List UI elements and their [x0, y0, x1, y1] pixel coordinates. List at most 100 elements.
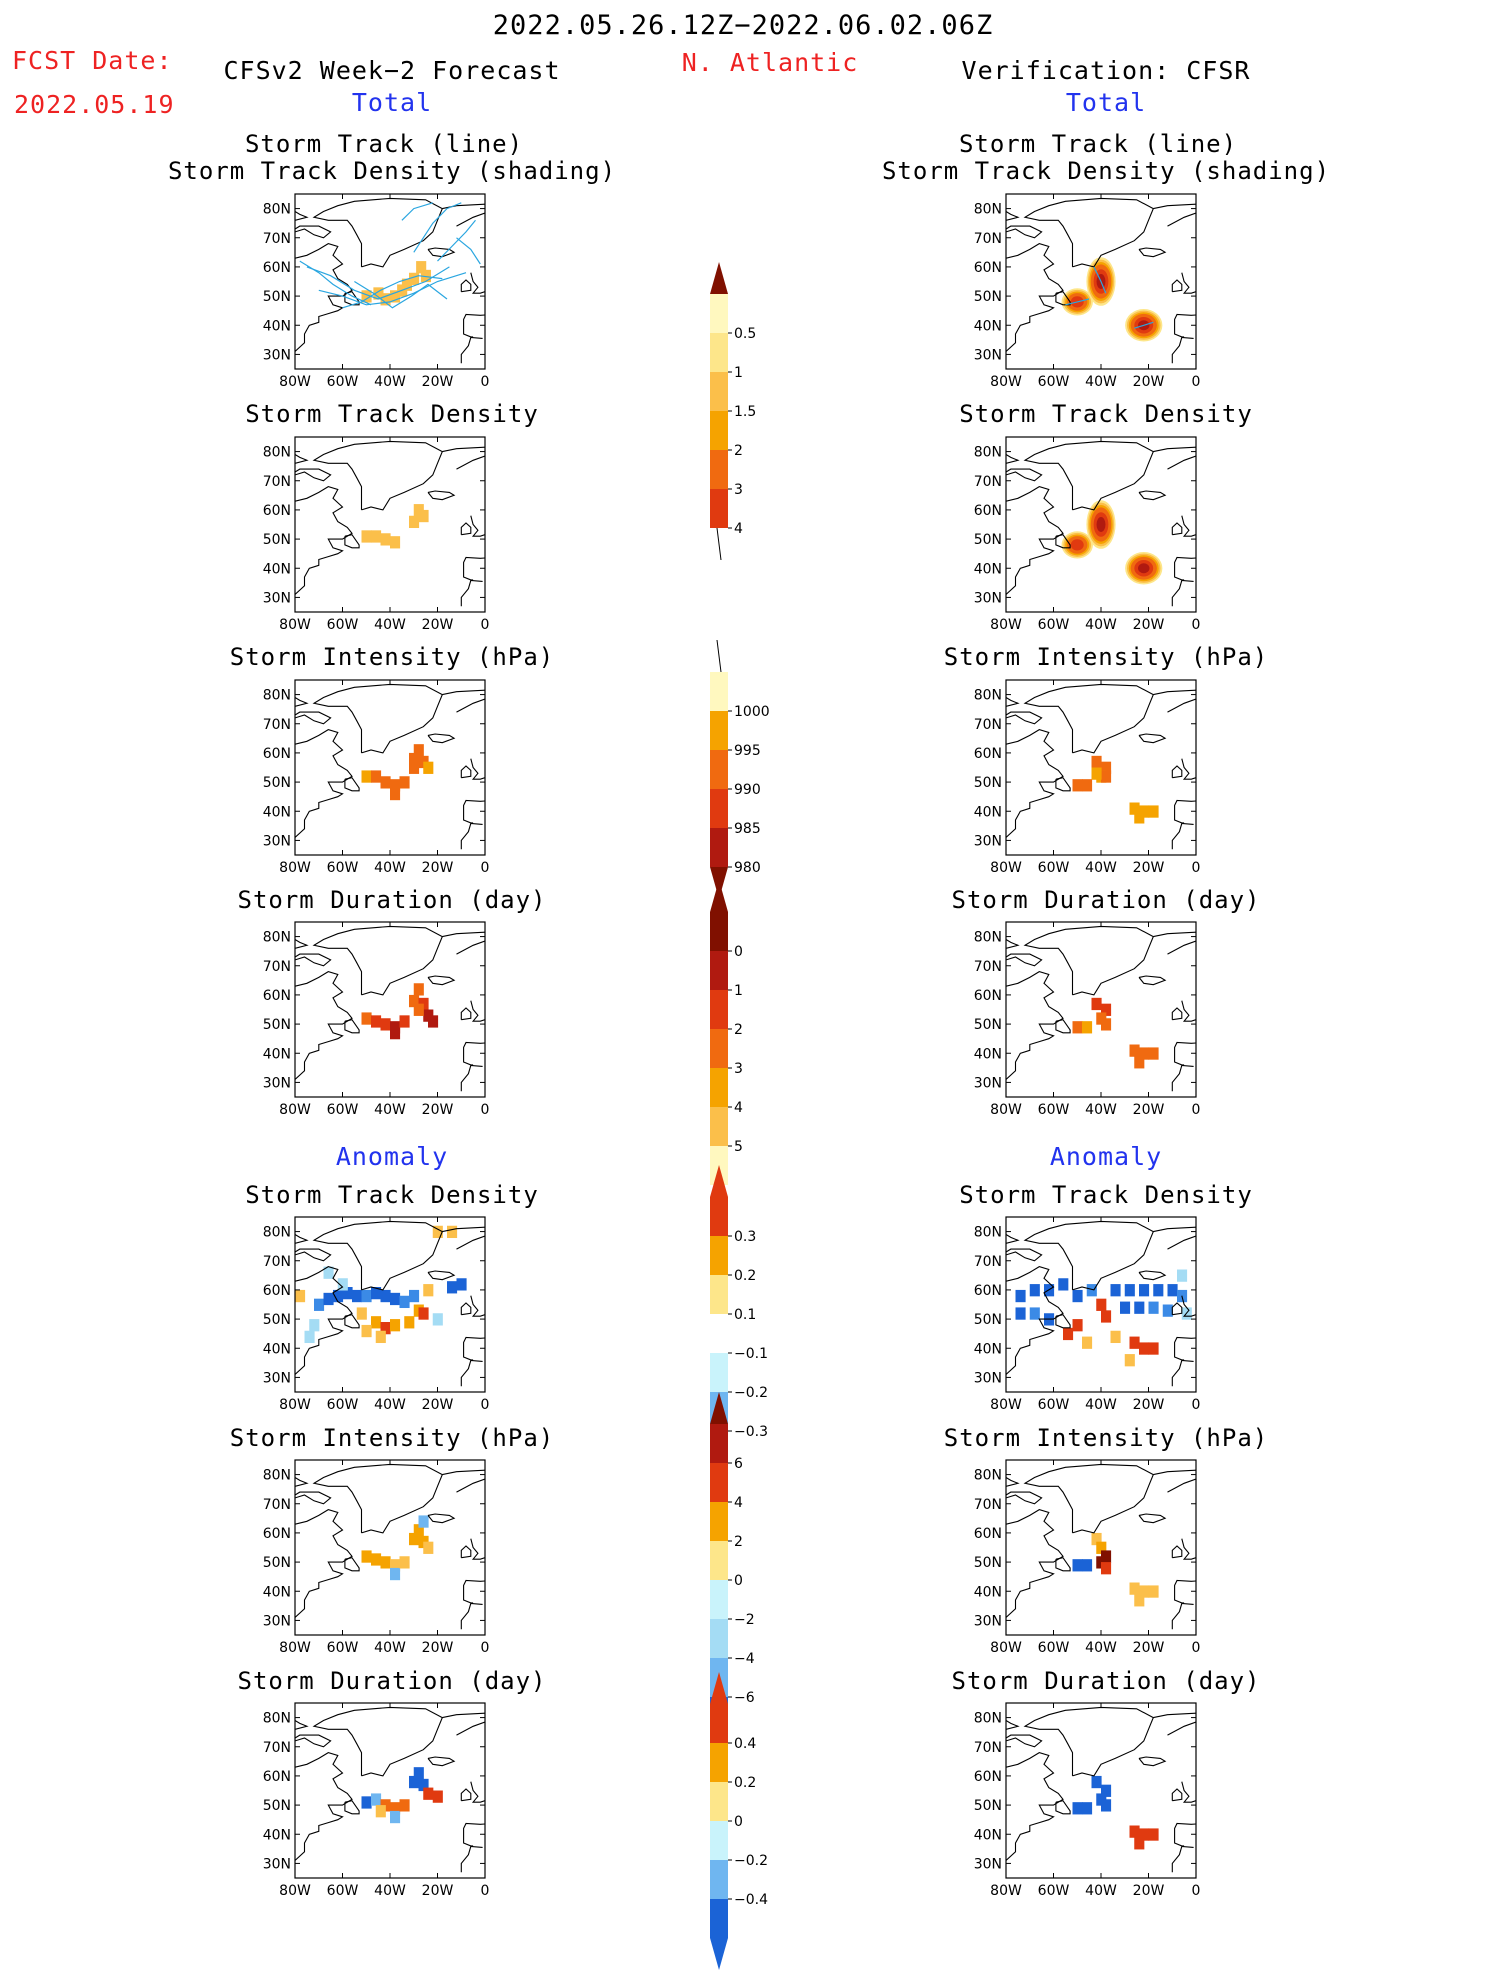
coastline	[295, 1266, 353, 1377]
coastline	[1171, 1359, 1194, 1387]
storm-track-line	[299, 260, 372, 306]
shaded-cell	[1096, 1298, 1107, 1311]
lat-tick-label: 70N	[974, 231, 1002, 247]
coastline	[1138, 733, 1167, 744]
shaded-cell	[432, 1225, 443, 1239]
shaded-cell	[1072, 1319, 1083, 1332]
storm-track-line	[1134, 321, 1154, 329]
coastline	[456, 212, 485, 227]
shaded-cell	[390, 779, 401, 792]
shaded-cell	[1148, 1047, 1159, 1060]
coastline	[1138, 247, 1167, 258]
shaded-cell	[333, 1289, 344, 1303]
map-panel-duration-forecast: 30N 40N 50N 60N 70N 80N 80W 60W 40W 20W 0	[263, 921, 489, 1118]
lon-tick-label: 20W	[1133, 860, 1165, 876]
lon-tick-label: 20W	[1133, 374, 1165, 390]
shaded-cell	[361, 530, 372, 543]
shaded-cell	[1082, 1021, 1093, 1034]
shaded-cell	[295, 1289, 306, 1303]
shaded-cell	[390, 1567, 401, 1581]
coastline	[295, 1752, 353, 1863]
lon-tick-label: 60W	[1038, 860, 1070, 876]
coastline	[427, 975, 456, 986]
coastline	[1153, 931, 1196, 938]
lat-tick-label: 40N	[974, 318, 1002, 334]
lat-tick-label: 50N	[974, 1798, 1002, 1814]
shaded-cell	[423, 761, 434, 774]
coastline	[295, 454, 309, 464]
shaded-cell	[1148, 1828, 1159, 1841]
shaded-cell	[375, 1805, 386, 1818]
coastline	[312, 1220, 443, 1291]
coastline	[1153, 203, 1196, 210]
lat-tick-label: 80N	[263, 930, 291, 946]
coastline	[1153, 1469, 1196, 1476]
shaded-cell	[423, 1787, 434, 1800]
colorbar-intensity: 1000 995 990 985 980	[710, 639, 790, 907]
lat-tick-label: 30N	[974, 1370, 1002, 1386]
coastline	[442, 689, 485, 696]
lat-tick-label: 30N	[974, 590, 1002, 606]
colorbar-label: −0.4	[734, 1892, 768, 1908]
coastline	[456, 1721, 485, 1736]
lon-tick-label: 20W	[1133, 1102, 1165, 1118]
lon-tick-label: 0	[481, 1883, 490, 1899]
storm-track-line	[306, 266, 450, 300]
lon-tick-label: 80W	[990, 1883, 1022, 1899]
shaded-cell	[413, 1524, 424, 1537]
lat-tick-label: 40N	[974, 804, 1002, 820]
shaded-cell	[1134, 1837, 1145, 1850]
lat-tick-label: 80N	[974, 1225, 1002, 1241]
shaded-cell	[1129, 1044, 1140, 1057]
anomaly-label-right: Anomaly	[1049, 1142, 1163, 1171]
coastline	[1006, 1491, 1043, 1505]
lat-tick-label: 50N	[263, 1798, 291, 1814]
coastline	[295, 697, 309, 707]
coastline	[427, 733, 456, 744]
coastline	[460, 1007, 472, 1021]
panel-title-anom-intensity-l: Storm Intensity (hPa)	[229, 1424, 555, 1452]
lat-tick-label: 40N	[263, 318, 291, 334]
lat-tick-label: 70N	[263, 474, 291, 490]
coastline	[470, 272, 485, 294]
coastline	[463, 1822, 485, 1847]
map-panel-duration-verification: 30N 40N 50N 60N 70N 80N 80W 60W 40W 20W 0	[974, 921, 1200, 1118]
coastline	[1006, 711, 1043, 725]
coastline	[295, 971, 353, 1082]
shaded-cell	[323, 1292, 334, 1306]
coastline	[1181, 1000, 1196, 1022]
lat-tick-label: 50N	[974, 1312, 1002, 1328]
coastline	[295, 1248, 332, 1262]
storm-track-line	[401, 202, 433, 221]
lon-tick-label: 40W	[1085, 1397, 1117, 1413]
verification-title: Verification: CFSR	[961, 56, 1251, 85]
lat-tick-label: 40N	[263, 804, 291, 820]
colorbar-label: 0.5	[734, 326, 756, 342]
lon-tick-label: 40W	[1085, 1640, 1117, 1656]
shaded-cell	[390, 1810, 401, 1824]
coastline	[460, 765, 472, 779]
lat-tick-label: 50N	[974, 532, 1002, 548]
shaded-cell	[413, 744, 424, 757]
map-frame	[294, 193, 486, 370]
coastline	[460, 1359, 483, 1387]
colorbar-label: 0	[734, 944, 743, 960]
lon-tick-label: 20W	[422, 1883, 454, 1899]
shaded-cell	[399, 1556, 410, 1569]
coastline	[427, 247, 456, 258]
shaded-cell	[361, 770, 372, 783]
shaded-cell	[1086, 1284, 1097, 1297]
lon-tick-label: 20W	[422, 617, 454, 633]
lon-tick-label: 40W	[1085, 374, 1117, 390]
lon-tick-label: 0	[1192, 1102, 1201, 1118]
colorbar-segment	[710, 1541, 728, 1580]
lon-tick-label: 0	[1192, 860, 1201, 876]
lon-tick-label: 0	[1192, 1397, 1201, 1413]
lon-tick-label: 60W	[327, 1640, 359, 1656]
coastline	[312, 925, 443, 996]
shaded-cell	[380, 533, 391, 546]
lat-tick-label: 60N	[263, 1769, 291, 1785]
map-panel-track-forecast: 30N 40N 50N 60N 70N 80N 80W 60W 40W 20W 0	[263, 193, 489, 390]
coastline	[1055, 291, 1071, 306]
shaded-cell	[423, 1284, 434, 1297]
